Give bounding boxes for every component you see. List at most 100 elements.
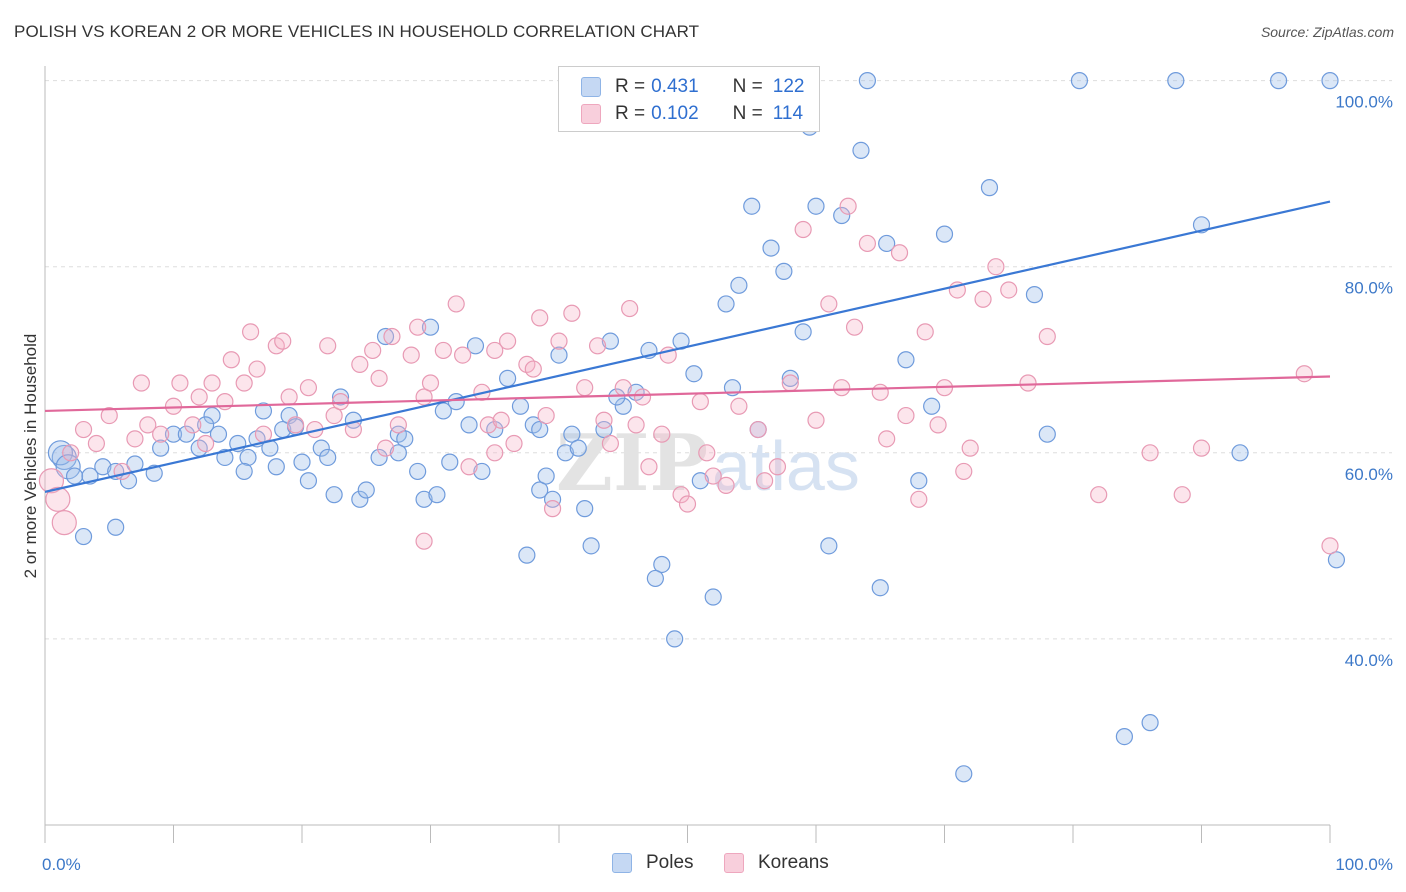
- koreans-point: [576, 379, 594, 397]
- koreans-point: [1173, 486, 1191, 504]
- source-label: Source: ZipAtlas.com: [1260, 24, 1394, 40]
- tick-labels: 40.0% 60.0% 80.0% 100.0% 0.0% 100.0%: [42, 93, 1393, 874]
- koreans-point: [910, 490, 928, 508]
- koreans-point: [325, 406, 343, 425]
- poles-point: [428, 486, 446, 504]
- poles-point: [254, 402, 273, 420]
- koreans-point: [730, 397, 748, 415]
- poles-point: [331, 388, 350, 406]
- poles-point: [775, 262, 793, 280]
- poles-point: [209, 425, 228, 443]
- koreans-point: [691, 393, 709, 411]
- poles-point: [897, 351, 915, 369]
- koreans-point: [505, 434, 523, 453]
- koreans-point: [961, 439, 979, 457]
- koreans-point: [38, 468, 65, 494]
- poles-point: [197, 416, 215, 434]
- poles-point: [235, 462, 253, 481]
- legend-row-poles: R = 0.431 N = 122: [581, 74, 804, 100]
- poles-point: [499, 369, 517, 387]
- koreans-point: [454, 346, 472, 364]
- poles-point: [239, 448, 257, 467]
- koreans-point: [929, 416, 947, 434]
- grid-lines: [45, 80, 1392, 640]
- legend-item-poles[interactable]: Poles: [612, 852, 694, 874]
- koreans-point: [820, 295, 838, 313]
- koreans-point: [100, 406, 118, 425]
- series-legend: Poles Koreans: [0, 852, 1406, 878]
- poles-point: [325, 486, 343, 504]
- koreans-point: [280, 388, 298, 406]
- y-axis-label: 2 or more Vehicles in Household: [21, 334, 40, 579]
- koreans-point: [698, 444, 716, 462]
- poles-point: [293, 453, 311, 471]
- koreans-point: [479, 416, 497, 434]
- koreans-point: [113, 462, 131, 481]
- poles-point: [563, 425, 581, 443]
- koreans-point: [897, 406, 915, 425]
- koreans-point: [524, 360, 542, 378]
- poles-point: [794, 323, 812, 341]
- koreans-point: [1000, 281, 1018, 299]
- poles-point: [357, 481, 375, 499]
- koreans-point: [588, 337, 607, 355]
- koreans-point: [242, 323, 260, 341]
- koreans-point: [171, 374, 189, 392]
- poles-point: [550, 346, 568, 364]
- koreans-trend-line: [44, 375, 1331, 413]
- poles-legend-swatch: [612, 853, 632, 873]
- koreans-point: [434, 341, 452, 360]
- poles-point: [65, 467, 84, 485]
- koreans-point: [299, 379, 318, 397]
- koreans-point: [601, 434, 620, 453]
- koreans-point: [499, 332, 517, 350]
- legend-item-koreans[interactable]: Koreans: [724, 852, 829, 874]
- poles-point: [107, 518, 125, 536]
- poles-point: [319, 448, 337, 467]
- poles-point: [460, 416, 478, 434]
- koreans-point: [858, 234, 877, 253]
- x-tick-label: 0.0%: [42, 855, 81, 874]
- koreans-point: [197, 434, 215, 453]
- poles-point: [614, 397, 632, 415]
- stats-legend: R = 0.431 N = 122 R = 0.102 N = 114: [558, 66, 820, 132]
- koreans-point: [531, 309, 549, 327]
- poles-point: [730, 276, 748, 294]
- koreans-point: [87, 434, 106, 453]
- poles-point: [1269, 72, 1288, 90]
- y-tick-label: 100.0%: [1335, 93, 1393, 112]
- poles-point: [743, 197, 761, 215]
- poles-point: [47, 440, 74, 466]
- trend-lines: [44, 200, 1331, 493]
- poles-point: [74, 527, 93, 546]
- poles-point: [1025, 286, 1044, 304]
- poles-point: [415, 490, 433, 508]
- koreans-point: [1141, 444, 1159, 462]
- poles-point: [582, 537, 600, 555]
- koreans-point: [415, 532, 433, 550]
- poles-point: [1038, 425, 1056, 443]
- poles-point: [1327, 551, 1346, 569]
- poles-point: [807, 197, 825, 215]
- poles-point: [666, 630, 684, 648]
- poles-point: [473, 462, 491, 481]
- koreans-point: [222, 351, 240, 369]
- koreans-point: [203, 374, 221, 392]
- koreans-point: [460, 458, 478, 476]
- koreans-point: [833, 379, 851, 397]
- r-label: R =: [615, 103, 646, 124]
- koreans-point: [1295, 365, 1313, 383]
- poles-point: [267, 458, 285, 476]
- koreans-point: [74, 420, 93, 439]
- poles-point: [1321, 72, 1339, 90]
- poles-point: [833, 206, 851, 225]
- koreans-point: [845, 318, 864, 336]
- koreans-point: [254, 425, 273, 443]
- koreans-point: [717, 476, 735, 494]
- n-label: N =: [732, 76, 763, 97]
- poles-point: [646, 569, 664, 588]
- koreans-point: [563, 304, 581, 322]
- koreans-point: [51, 509, 77, 536]
- chart-title: POLISH VS KOREAN 2 OR MORE VEHICLES IN H…: [14, 22, 700, 41]
- koreans-point: [331, 393, 350, 411]
